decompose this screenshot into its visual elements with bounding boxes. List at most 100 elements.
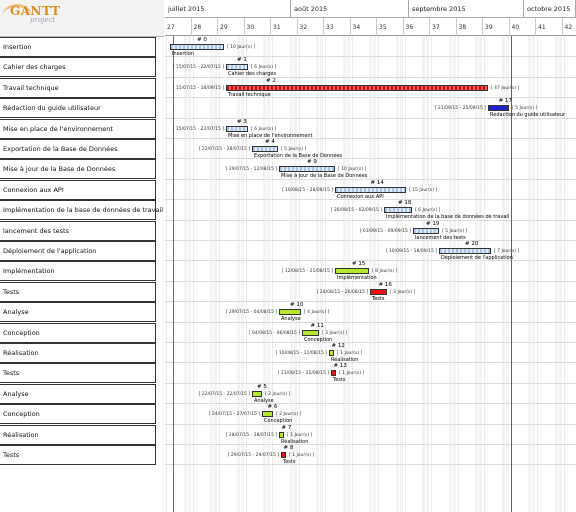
- week-header: 30: [244, 18, 271, 36]
- task-name: Déploiement de l'application: [3, 247, 97, 255]
- task-row[interactable]: Analyse: [0, 302, 156, 323]
- task-bar[interactable]: [439, 248, 491, 254]
- week-label: 28: [193, 24, 202, 31]
- task-bar[interactable]: [279, 431, 284, 438]
- task-row[interactable]: lancement des tests: [0, 220, 156, 241]
- task-bar[interactable]: [329, 350, 334, 356]
- task-bar[interactable]: [335, 268, 369, 275]
- task-bar[interactable]: [262, 411, 273, 418]
- task-row[interactable]: Travail technique: [0, 77, 156, 98]
- task-bar[interactable]: [252, 390, 262, 397]
- row-gridline: [165, 301, 576, 303]
- weekend-shade: [236, 36, 240, 512]
- task-row[interactable]: Implémentation de la base de données de …: [0, 200, 163, 221]
- week-label: 37: [432, 24, 440, 31]
- task-row[interactable]: Connexion aux API: [0, 179, 156, 200]
- task-bar[interactable]: [384, 207, 412, 214]
- weekend-shade: [320, 36, 324, 512]
- task-number: # 10: [290, 302, 304, 309]
- task-row[interactable]: Déploiement de l'application: [0, 241, 156, 261]
- weekend-shade: [373, 36, 377, 512]
- task-name: Analyse: [3, 389, 29, 398]
- bar-dates: [ 24/08/15 - 26/08/15 ]: [316, 289, 368, 295]
- month-label: juillet 2015: [168, 5, 205, 13]
- task-row[interactable]: Tests: [0, 445, 156, 465]
- week-label: 29: [220, 24, 228, 31]
- logo-text: GANTT: [10, 4, 61, 18]
- task-bar[interactable]: [226, 125, 248, 132]
- week-gridline: [245, 36, 247, 512]
- task-row[interactable]: Conception: [0, 404, 156, 425]
- bar-dates: [ 04/08/15 - 06/08/15 ]: [248, 330, 300, 336]
- week-gridline: [537, 36, 538, 512]
- bar-label: Tests: [333, 377, 346, 384]
- task-number: # 15: [352, 261, 366, 268]
- row-gridline: [165, 219, 576, 221]
- bar-label: Travail technique: [228, 91, 271, 98]
- task-row[interactable]: Mise en place de l'environnement: [0, 118, 156, 139]
- task-row[interactable]: Exportation de la Base de Données: [0, 139, 156, 159]
- bar-duration: [ 6 Jour(s) ]: [415, 208, 441, 214]
- task-bar[interactable]: [252, 146, 278, 152]
- weekend-shade: [554, 36, 558, 512]
- bar-dates: [ 12/08/15 - 21/08/15 ]: [281, 269, 333, 275]
- bar-duration: [ 3 Jour(s) ]: [390, 289, 416, 295]
- task-bar[interactable]: [370, 288, 387, 295]
- week-header: 31: [271, 18, 298, 36]
- week-header: 38: [456, 18, 483, 36]
- task-bar[interactable]: [488, 105, 509, 112]
- task-row[interactable]: Réalisation: [0, 343, 156, 363]
- week-header: 42: [562, 18, 576, 36]
- weekend-shade: [528, 36, 532, 512]
- task-row[interactable]: Analyse: [0, 383, 156, 404]
- bar-dates: [ 26/08/15 - 02/09/15 ]: [330, 208, 382, 214]
- task-name: Conception: [3, 410, 40, 419]
- gantt-chart-area: juillet 2015 août 2015 septembre 2015 octob…: [165, 0, 576, 512]
- bar-dates: [ 10/09/15 - 18/09/15 ]: [385, 249, 437, 254]
- week-label: 32: [299, 24, 308, 31]
- task-bar[interactable]: [279, 309, 301, 316]
- task-row[interactable]: Conception: [0, 322, 156, 343]
- month-label: septembre 2015: [412, 5, 466, 13]
- task-bar[interactable]: [281, 452, 286, 458]
- task-bar[interactable]: [413, 227, 439, 234]
- bar-duration: [ 47 Jour(s) ]: [491, 85, 520, 91]
- task-bar[interactable]: [331, 370, 336, 377]
- bar-label: Tests: [283, 459, 296, 465]
- task-row[interactable]: Mise à jour de la Base de Données: [0, 159, 156, 180]
- bar-dates: [ 22/07/15 - 22/07/15 ]: [198, 391, 250, 397]
- week-header: 34: [350, 18, 377, 36]
- task-number: # 16: [378, 281, 392, 288]
- row-gridline: [165, 362, 576, 364]
- task-row[interactable]: Insertion: [0, 37, 156, 57]
- bar-duration: [ 1 Jour(s) ]: [337, 351, 363, 356]
- bar-label: Implémentation: [337, 275, 377, 282]
- task-bar[interactable]: [170, 44, 224, 50]
- task-bar[interactable]: [226, 84, 488, 91]
- task-bar[interactable]: [335, 186, 406, 193]
- weekend-shade: [214, 36, 218, 512]
- bar-dates: [ 03/09/15 - 09/09/15 ]: [359, 228, 411, 234]
- task-row[interactable]: Réalisation: [0, 424, 156, 445]
- task-bar[interactable]: [302, 329, 319, 336]
- week-label: 35: [379, 24, 387, 31]
- week-label: 27: [167, 24, 175, 31]
- week-header: 33: [324, 18, 351, 36]
- month-header: août 2015: [291, 0, 409, 18]
- task-row[interactable]: Tests: [0, 363, 156, 384]
- task-row[interactable]: Rédaction du guide utilisateur: [0, 98, 156, 119]
- bar-duration: [ 5 Jour(s) ]: [442, 228, 468, 234]
- week-header: 37: [430, 18, 457, 36]
- task-row[interactable]: Cahier des charges: [0, 57, 156, 78]
- weekend-shade: [289, 36, 293, 512]
- week-gridline: [457, 36, 459, 512]
- task-bar[interactable]: [226, 64, 248, 71]
- task-row[interactable]: Tests: [0, 281, 156, 302]
- weekend-shade: [267, 36, 271, 512]
- task-name: Rédaction du guide utilisateur: [3, 104, 101, 113]
- task-bar[interactable]: [279, 166, 335, 173]
- task-row[interactable]: Implémentation: [0, 261, 156, 282]
- task-number: # 7: [281, 424, 292, 431]
- task-name: Analyse: [3, 308, 29, 317]
- bar-duration: [ 7 Jour(s) ]: [494, 249, 520, 254]
